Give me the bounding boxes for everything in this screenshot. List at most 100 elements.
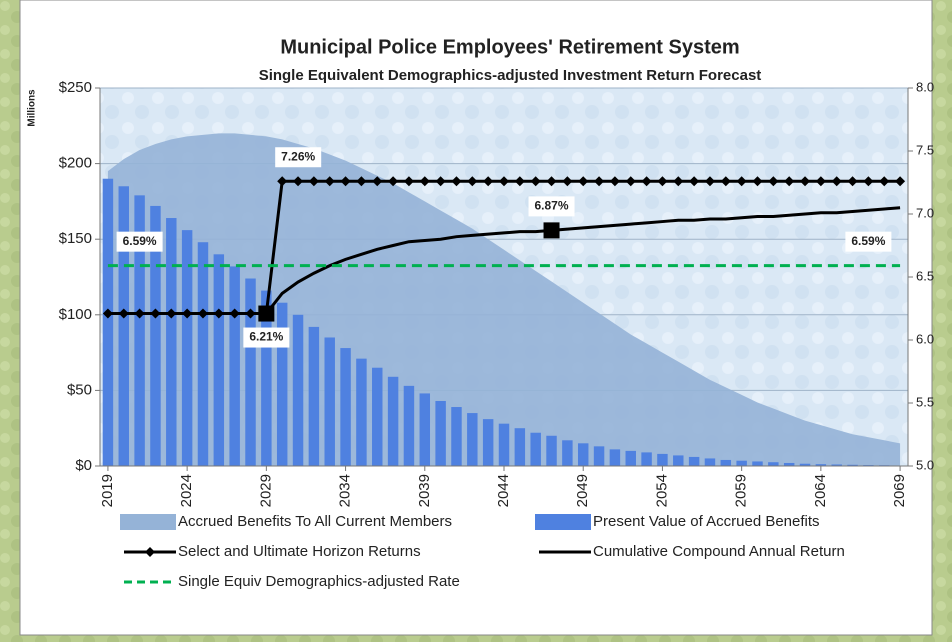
y-tick-label: $250 — [59, 79, 92, 96]
area — [107, 133, 901, 467]
x-tick-label: 2024 — [178, 474, 195, 507]
marker — [625, 176, 636, 187]
bar — [372, 367, 383, 466]
marker — [435, 176, 446, 187]
data-label: 6.21% — [249, 330, 283, 344]
x-tick-label: 2034 — [337, 474, 354, 507]
y-tick-label: $0 — [75, 457, 92, 474]
marker — [562, 176, 573, 187]
bar — [181, 230, 193, 466]
marker — [514, 176, 525, 187]
bar — [704, 458, 716, 466]
marker — [863, 176, 874, 187]
x-tick-label: 2069 — [891, 474, 908, 507]
bar — [356, 358, 367, 466]
marker — [895, 176, 906, 187]
bar — [276, 302, 288, 466]
bar — [609, 449, 621, 466]
marker — [277, 176, 288, 187]
marker — [340, 176, 351, 187]
marker — [752, 176, 763, 187]
bar — [134, 195, 145, 467]
x-tick-label: 2029 — [257, 474, 274, 507]
marker — [356, 176, 367, 187]
bar — [815, 464, 827, 466]
marker — [879, 176, 890, 187]
bar — [308, 326, 320, 466]
bar — [799, 463, 811, 466]
y-tick-label: $50 — [67, 381, 92, 398]
marker — [594, 176, 605, 187]
marker — [419, 176, 430, 187]
bar — [688, 456, 700, 466]
marker — [308, 176, 319, 187]
marker — [483, 176, 494, 187]
bar — [150, 205, 161, 466]
marker — [720, 176, 731, 187]
y-axis-label: Millions — [27, 89, 38, 127]
marker — [847, 176, 858, 187]
marker — [768, 176, 779, 187]
y2-tick-label: 8.0 — [916, 79, 934, 94]
bar — [562, 440, 573, 466]
marker — [467, 176, 478, 187]
marker — [673, 176, 684, 187]
bar — [498, 423, 510, 466]
label-box — [116, 231, 163, 252]
y2-tick-label: 7.0 — [916, 205, 934, 220]
label-box — [243, 327, 290, 348]
bar — [229, 266, 240, 466]
bar — [102, 178, 114, 466]
bar — [625, 450, 636, 466]
marker — [499, 176, 509, 187]
bar — [245, 278, 256, 466]
bar — [419, 393, 431, 466]
line — [107, 206, 901, 316]
legend-label: Accrued Benefits To All Current Members — [178, 513, 452, 530]
marker — [831, 176, 842, 187]
label-box — [845, 231, 892, 252]
marker — [530, 176, 541, 187]
bar — [546, 435, 557, 466]
bar — [213, 254, 225, 466]
y-tick-label: $200 — [59, 155, 92, 172]
bar — [831, 464, 842, 466]
y2-tick-label: 5.5 — [916, 394, 934, 409]
data-label: 7.26% — [281, 149, 315, 163]
bar — [118, 186, 129, 466]
marker — [736, 176, 747, 187]
legend-label: Select and Ultimate Horizon Returns — [178, 543, 421, 560]
bar — [166, 218, 177, 466]
legend-marker — [145, 547, 155, 557]
bar — [451, 407, 462, 466]
marker — [641, 176, 652, 187]
label-box — [528, 196, 575, 217]
bar — [482, 419, 494, 466]
x-tick-label: 2059 — [733, 474, 750, 507]
y2-tick-label: 5.0 — [916, 457, 934, 472]
bar — [641, 452, 652, 466]
bar — [387, 376, 399, 466]
bar — [340, 348, 351, 466]
bar — [593, 446, 605, 466]
bar — [530, 432, 541, 466]
marker — [372, 176, 383, 187]
bar — [403, 385, 415, 466]
marker — [578, 176, 589, 187]
y2-tick-label: 6.5 — [916, 268, 934, 283]
bar — [435, 400, 446, 466]
bar — [292, 314, 304, 466]
x-tick-label: 2049 — [574, 474, 591, 507]
bar — [324, 337, 335, 466]
marker — [609, 176, 620, 187]
legend-label: Single Equiv Demographics-adjusted Rate — [178, 573, 460, 590]
label-box — [275, 147, 322, 168]
legend-swatch — [120, 514, 176, 530]
marker — [689, 176, 700, 187]
bar — [514, 428, 526, 466]
marker-square — [543, 222, 560, 239]
y-tick-label: $100 — [59, 306, 92, 323]
bar — [847, 464, 858, 466]
data-label: 6.87% — [535, 199, 569, 213]
